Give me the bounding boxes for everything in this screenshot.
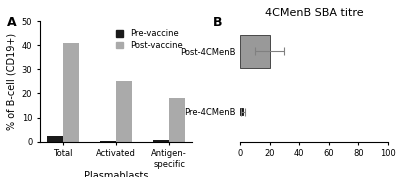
Bar [240, 108, 243, 115]
Bar [100, 141, 116, 142]
Legend: Pre-vaccine, Post-vaccine: Pre-vaccine, Post-vaccine [114, 28, 184, 52]
Bar [153, 140, 169, 142]
Bar [169, 98, 185, 142]
Bar [63, 43, 79, 142]
Bar [116, 81, 132, 142]
X-axis label: Plasmablasts: Plasmablasts [84, 171, 148, 177]
Bar [47, 136, 63, 142]
Text: B: B [213, 16, 223, 29]
Title: 4CMenB SBA titre: 4CMenB SBA titre [265, 8, 363, 18]
Text: A: A [6, 16, 16, 29]
Y-axis label: % of B-cell (CD19+): % of B-cell (CD19+) [6, 33, 16, 130]
Bar [240, 35, 270, 68]
